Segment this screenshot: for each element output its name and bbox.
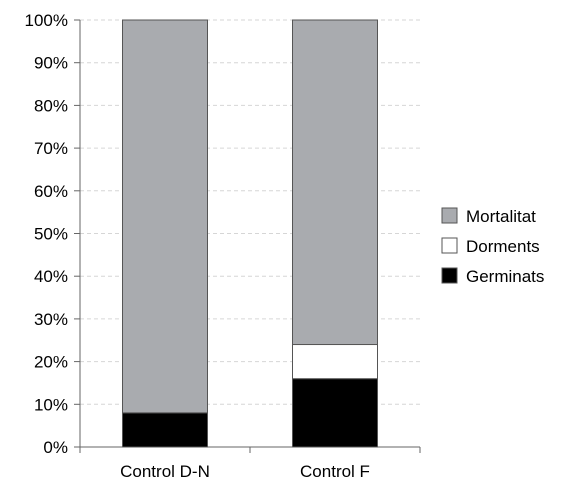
- x-category-label: Control F: [300, 462, 370, 481]
- y-tick-labels: 0% 10% 20% 30% 40% 50% 60% 70% 80% 90% 100%: [25, 11, 68, 457]
- y-tick-label: 70%: [34, 139, 68, 158]
- legend-label: Dorments: [466, 237, 540, 256]
- bar-segment-dorments: [292, 344, 378, 380]
- legend-swatch-germinats: [441, 267, 458, 284]
- bar-segment-germinats: [292, 378, 378, 448]
- legend-swatch-dorments: [441, 237, 458, 254]
- legend: Mortalitat Dorments Germinats: [441, 207, 544, 286]
- y-tick-label: 10%: [34, 395, 68, 414]
- y-tick-label: 50%: [34, 225, 68, 244]
- y-tick-label: 40%: [34, 267, 68, 286]
- y-tick-label: 60%: [34, 182, 68, 201]
- y-tick-label: 20%: [34, 353, 68, 372]
- y-tick-label: 80%: [34, 96, 68, 115]
- y-tick-label: 0%: [43, 438, 68, 457]
- y-tick-label: 30%: [34, 310, 68, 329]
- legend-label: Germinats: [466, 267, 544, 286]
- category-labels: Control D-N Control F: [120, 462, 370, 481]
- bars: [122, 19, 378, 448]
- bar-segment-mortalitat: [122, 19, 208, 414]
- bar-segment-germinats: [122, 412, 208, 448]
- y-tick-label: 100%: [25, 11, 68, 30]
- legend-swatch-mortalitat: [441, 207, 458, 224]
- bar-segment-mortalitat: [292, 19, 378, 346]
- y-tick-label: 90%: [34, 54, 68, 73]
- x-category-label: Control D-N: [120, 462, 210, 481]
- legend-label: Mortalitat: [466, 207, 536, 226]
